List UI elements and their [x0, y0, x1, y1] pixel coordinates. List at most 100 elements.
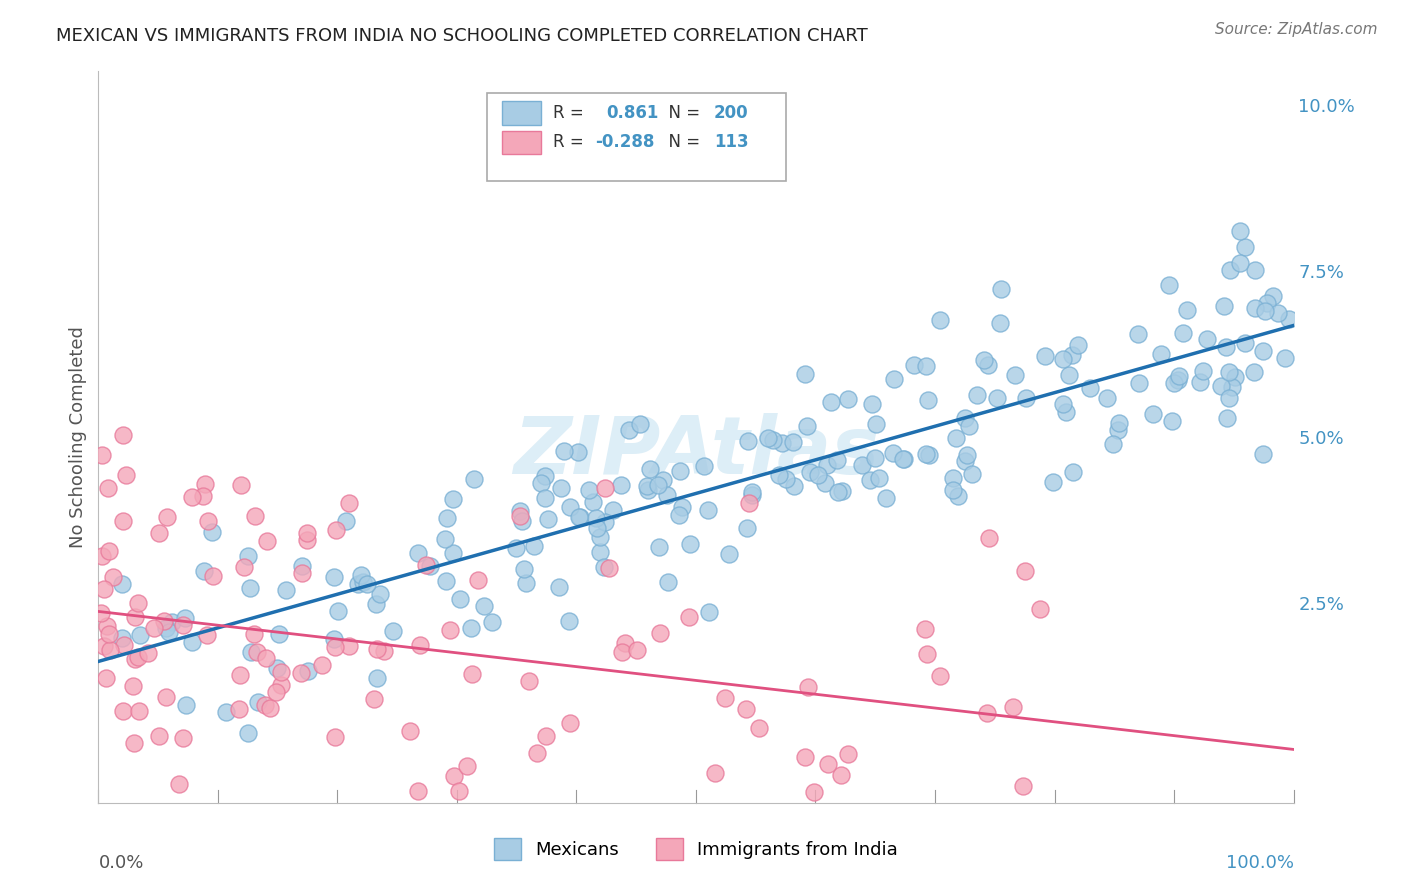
Point: [960, 467, 983, 481]
Point: [953, 453, 976, 467]
Point: [172, 731, 194, 745]
Point: [1108, 416, 1130, 430]
Point: [713, 691, 735, 706]
Point: [443, 769, 465, 783]
Point: [1029, 602, 1052, 616]
Point: [534, 469, 557, 483]
Point: [865, 450, 887, 465]
Point: [860, 397, 883, 411]
Point: [1171, 326, 1194, 341]
Point: [121, 679, 143, 693]
Point: [143, 622, 166, 636]
Text: Source: ZipAtlas.com: Source: ZipAtlas.com: [1215, 22, 1378, 37]
Point: [243, 627, 266, 641]
Point: [460, 621, 482, 635]
Point: [155, 690, 177, 704]
Point: [232, 560, 254, 574]
Text: R =: R =: [553, 104, 589, 122]
Point: [434, 532, 457, 546]
Point: [1188, 376, 1211, 390]
Point: [509, 509, 531, 524]
Point: [93, 640, 115, 654]
Point: [1107, 423, 1129, 437]
Point: [1004, 368, 1026, 382]
Point: [582, 495, 605, 509]
Point: [568, 509, 591, 524]
Point: [228, 701, 250, 715]
Point: [266, 685, 288, 699]
Point: [794, 750, 817, 764]
Point: [127, 650, 149, 665]
Point: [717, 547, 740, 561]
Point: [946, 489, 969, 503]
Point: [229, 478, 252, 492]
Point: [325, 523, 347, 537]
Point: [1218, 392, 1240, 406]
Point: [399, 724, 422, 739]
Point: [973, 353, 995, 368]
Point: [917, 648, 939, 662]
Point: [352, 574, 374, 589]
Point: [148, 526, 170, 541]
Point: [990, 316, 1012, 330]
Point: [1035, 350, 1057, 364]
Point: [409, 638, 432, 652]
Point: [657, 574, 679, 589]
Point: [537, 512, 560, 526]
Point: [679, 537, 702, 551]
Point: [124, 652, 146, 666]
Point: [366, 672, 388, 686]
Point: [290, 558, 312, 573]
Point: [1213, 299, 1236, 313]
Point: [406, 784, 429, 798]
Point: [793, 367, 815, 381]
Point: [1219, 263, 1241, 277]
Point: [953, 410, 976, 425]
Point: [270, 678, 292, 692]
Point: [266, 661, 288, 675]
Point: [875, 491, 897, 505]
Point: [831, 483, 853, 498]
FancyBboxPatch shape: [502, 102, 541, 125]
Point: [560, 500, 582, 514]
Point: [243, 508, 266, 523]
Point: [865, 417, 887, 431]
Point: [368, 587, 391, 601]
Point: [1254, 806, 1277, 821]
Point: [817, 757, 839, 772]
Point: [578, 483, 600, 498]
Point: [979, 531, 1001, 545]
Point: [699, 605, 721, 619]
Point: [93, 582, 115, 596]
Point: [534, 491, 557, 506]
Point: [415, 558, 437, 573]
Point: [91, 448, 114, 462]
Point: [1168, 368, 1191, 383]
Point: [136, 646, 159, 660]
Point: [550, 481, 572, 495]
Point: [463, 472, 485, 486]
Point: [111, 704, 134, 718]
Point: [1163, 376, 1185, 391]
Point: [1167, 374, 1189, 388]
Point: [589, 544, 612, 558]
Point: [122, 736, 145, 750]
Point: [868, 471, 890, 485]
Point: [193, 564, 215, 578]
Point: [111, 577, 134, 591]
Point: [1142, 407, 1164, 421]
Point: [111, 514, 134, 528]
Point: [96, 619, 118, 633]
Point: [830, 768, 852, 782]
Point: [1001, 699, 1024, 714]
Point: [614, 636, 637, 650]
Point: [1078, 381, 1101, 395]
Point: [96, 671, 118, 685]
Point: [155, 622, 177, 636]
Point: [547, 580, 569, 594]
Point: [1052, 397, 1074, 411]
Point: [128, 704, 150, 718]
Point: [1067, 337, 1090, 351]
Point: [976, 706, 998, 721]
Point: [1062, 466, 1084, 480]
